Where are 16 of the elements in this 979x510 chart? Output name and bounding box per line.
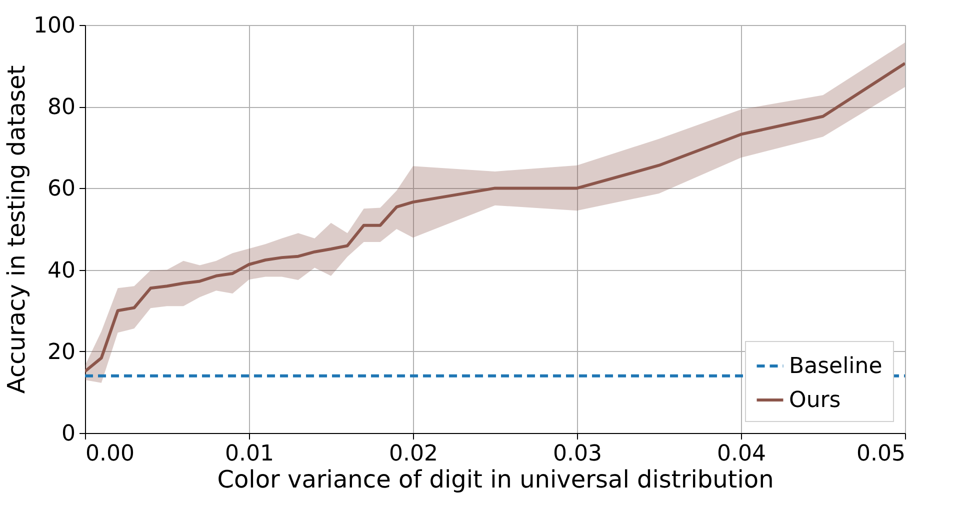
x-tick-label: 0.01 — [225, 442, 274, 466]
y-tick-label: 40 — [48, 258, 76, 284]
x-axis-title: Color variance of digit in universal distribution — [217, 466, 774, 494]
y-tick-label: 20 — [48, 340, 76, 365]
x-tick-label: 0.04 — [717, 442, 766, 466]
y-tick-label: 80 — [48, 95, 76, 120]
legend-label: Ours — [789, 388, 841, 413]
y-tick-label: 100 — [34, 14, 76, 38]
x-tick-label: 0.05 — [856, 442, 906, 466]
y-tick-label: 0 — [62, 422, 76, 446]
y-tick-label: 60 — [48, 176, 76, 202]
x-tick-label: 0.03 — [553, 442, 602, 466]
legend-label: Baseline — [789, 354, 882, 379]
x-tick-label: 0.00 — [86, 442, 134, 466]
y-axis-title: Accuracy in testing dataset — [2, 65, 31, 394]
x-tick-label: 0.02 — [389, 442, 438, 466]
